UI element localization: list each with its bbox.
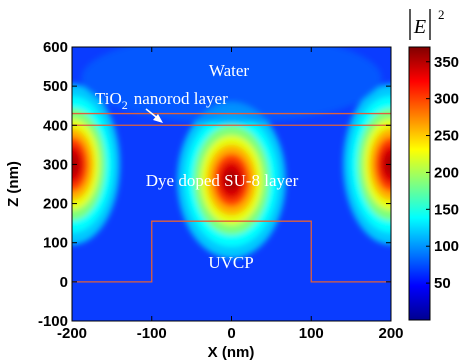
annotation-tio2-prefix: TiO bbox=[95, 89, 122, 108]
colorbar-title-letter: E bbox=[413, 16, 426, 38]
heatmap-field bbox=[72, 47, 391, 259]
x-axis-ticks: -200 -100 0 100 200 bbox=[57, 47, 404, 342]
x-tick-label: -200 bbox=[57, 325, 87, 342]
colorbar-tick-label: 200 bbox=[434, 164, 459, 181]
x-tick-label: 0 bbox=[227, 325, 235, 342]
annotation-water: Water bbox=[209, 61, 249, 80]
y-tick-label: 100 bbox=[43, 235, 68, 252]
annotation-arrow bbox=[145, 108, 163, 123]
heatmap bbox=[72, 47, 391, 321]
colorbar-title: E 2 bbox=[409, 7, 445, 40]
colorbar-tick-label: 50 bbox=[434, 275, 451, 292]
colorbar-ticks: 50 100 150 200 250 300 350 bbox=[426, 54, 459, 292]
y-tick-label: -100 bbox=[38, 313, 68, 330]
x-tick-label: 200 bbox=[378, 325, 403, 342]
uvcp-ridge-outline bbox=[72, 220, 391, 283]
y-axis-label: Z (nm) bbox=[5, 161, 22, 207]
y-axis-ticks: -100 0 100 200 300 400 500 600 bbox=[38, 39, 391, 330]
x-tick-label: 100 bbox=[299, 325, 324, 342]
y-tick-label: 500 bbox=[43, 78, 68, 95]
y-tick-label: 0 bbox=[60, 274, 68, 291]
annotation-tio2: TiO2 nanorod layer bbox=[95, 89, 228, 112]
x-axis-label: X (nm) bbox=[208, 344, 255, 360]
structure-outline bbox=[72, 112, 391, 283]
y-tick-label: 200 bbox=[43, 196, 68, 213]
annotation-uvcp: UVCP bbox=[208, 253, 253, 272]
colorbar-tick-label: 350 bbox=[434, 54, 459, 71]
colorbar-tick-label: 300 bbox=[434, 91, 459, 108]
colorbar-tick-label: 150 bbox=[434, 201, 459, 218]
annotation-su8: Dye doped SU-8 layer bbox=[146, 171, 299, 190]
x-tick-label: -100 bbox=[137, 325, 167, 342]
colorbar: 50 100 150 200 250 300 350 E 2 bbox=[408, 7, 459, 321]
colorbar-gradient bbox=[408, 46, 431, 321]
heat-contour-1-7 bbox=[223, 169, 240, 192]
colorbar-tick-label: 250 bbox=[434, 128, 459, 145]
y-tick-label: 300 bbox=[43, 156, 68, 173]
annotation-tio2-subscript: 2 bbox=[122, 98, 128, 112]
y-tick-label: 400 bbox=[43, 117, 68, 134]
heat-halo-water bbox=[81, 47, 382, 124]
y-tick-label: 600 bbox=[43, 39, 68, 56]
annotation-tio2-suffix: nanorod layer bbox=[134, 89, 228, 108]
colorbar-tick-label: 100 bbox=[434, 238, 459, 255]
colorbar-title-superscript: 2 bbox=[438, 7, 445, 22]
